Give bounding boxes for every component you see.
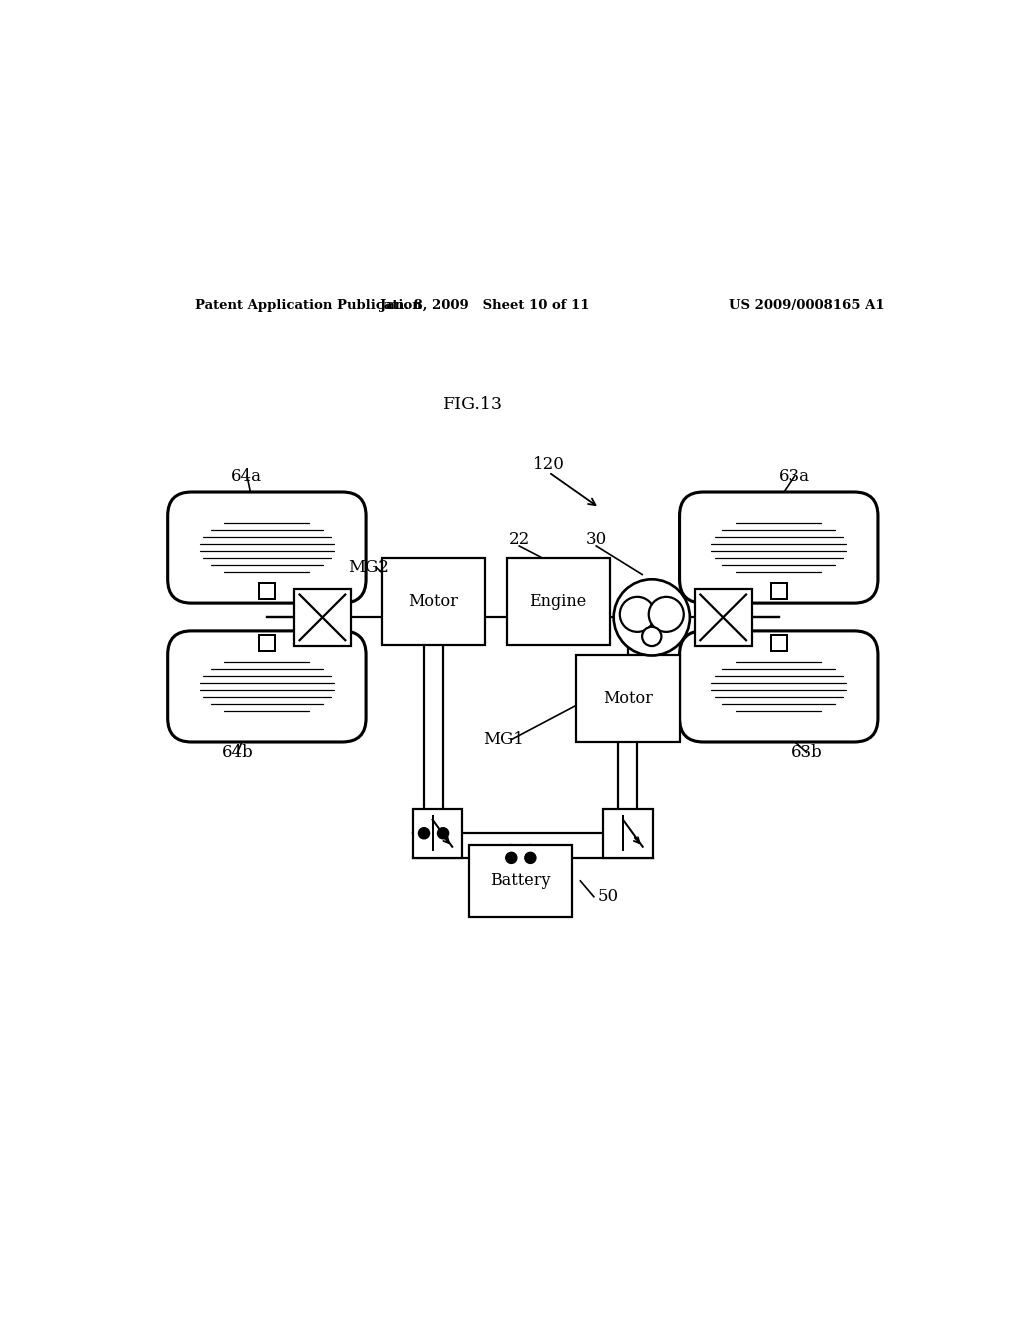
Bar: [259, 583, 274, 599]
Text: 30: 30: [586, 531, 607, 548]
Circle shape: [649, 597, 684, 632]
FancyBboxPatch shape: [168, 492, 367, 603]
Text: US 2009/0008165 A1: US 2009/0008165 A1: [729, 300, 885, 312]
Bar: [469, 845, 572, 916]
FancyBboxPatch shape: [680, 492, 878, 603]
Text: 64b: 64b: [221, 743, 253, 760]
Circle shape: [437, 828, 449, 838]
FancyBboxPatch shape: [680, 631, 878, 742]
Text: Patent Application Publication: Patent Application Publication: [196, 300, 422, 312]
Bar: [771, 583, 786, 599]
Circle shape: [506, 853, 517, 863]
Circle shape: [620, 597, 654, 632]
Text: 22: 22: [509, 531, 529, 548]
Bar: [577, 655, 680, 742]
Circle shape: [419, 828, 430, 838]
Bar: [694, 589, 752, 645]
Text: Motor: Motor: [603, 690, 653, 706]
Text: FIG.13: FIG.13: [443, 396, 503, 413]
Text: MG2: MG2: [348, 558, 389, 576]
Text: Battery: Battery: [490, 873, 551, 890]
Text: 50: 50: [598, 888, 618, 906]
Circle shape: [613, 579, 690, 656]
Text: 64a: 64a: [231, 467, 262, 484]
Bar: [603, 809, 652, 858]
Circle shape: [524, 853, 536, 863]
Bar: [382, 558, 485, 645]
Bar: [294, 589, 351, 645]
Bar: [507, 558, 609, 645]
Text: 63a: 63a: [778, 467, 810, 484]
Text: Motor: Motor: [409, 593, 459, 610]
FancyBboxPatch shape: [168, 631, 367, 742]
Text: Jan. 8, 2009   Sheet 10 of 11: Jan. 8, 2009 Sheet 10 of 11: [380, 300, 590, 312]
Text: MG1: MG1: [483, 731, 524, 748]
Text: 63b: 63b: [791, 743, 822, 760]
Circle shape: [642, 627, 662, 645]
Text: Engine: Engine: [529, 593, 587, 610]
Bar: [413, 809, 462, 858]
Bar: [259, 635, 274, 651]
Text: 120: 120: [532, 455, 564, 473]
Bar: [771, 635, 786, 651]
